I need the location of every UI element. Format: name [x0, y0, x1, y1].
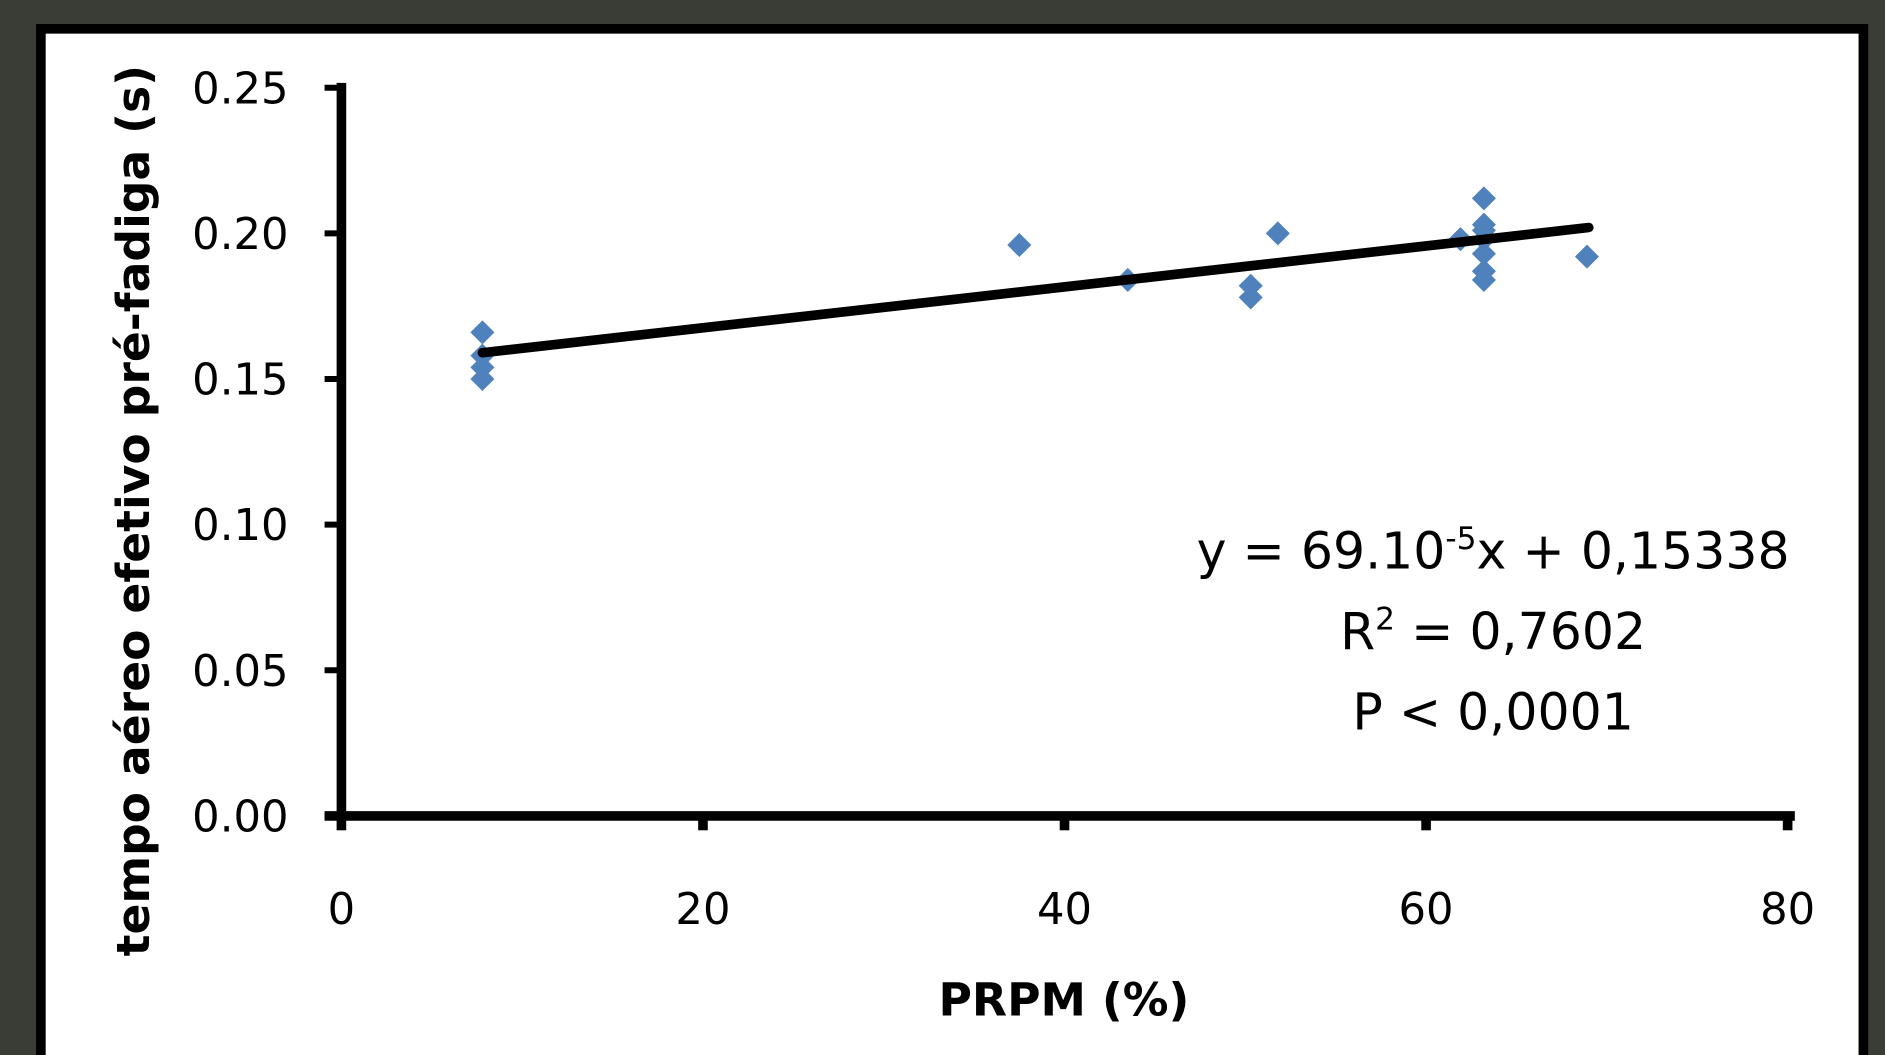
- p-value: P < 0,0001: [1352, 682, 1633, 741]
- y-tick-label: 0.15: [192, 356, 288, 406]
- point: [1471, 186, 1496, 211]
- r2-text: R: [1340, 602, 1375, 661]
- y-tick-label: 0.20: [192, 210, 288, 260]
- x-tick-label: 40: [1037, 885, 1092, 935]
- point: [1471, 241, 1496, 266]
- equation-sup: -5: [1445, 521, 1476, 557]
- x-tick-label: 80: [1760, 885, 1815, 935]
- r-squared: R2 = 0,7602: [1340, 602, 1646, 661]
- equation-text: y = 69.10: [1197, 521, 1446, 580]
- point: [470, 320, 495, 345]
- x-tick-label: 20: [675, 885, 730, 935]
- plot-background: [45, 33, 1859, 1055]
- y-tick-label: 0.25: [192, 64, 288, 114]
- r2-text: = 0,7602: [1395, 602, 1646, 661]
- point: [1265, 221, 1290, 246]
- y-tick-label: 0.05: [192, 647, 288, 697]
- x-tick-label: 0: [328, 885, 356, 935]
- r2-sup: 2: [1375, 602, 1395, 638]
- y-tick-label: 0.10: [192, 501, 288, 551]
- y-axis-title: tempo aéreo efetivo pré-fadiga (s): [107, 65, 160, 956]
- y-tick-label: 0.00: [192, 793, 288, 843]
- trend-line: [477, 222, 1594, 358]
- x-tick-label: 60: [1399, 885, 1454, 935]
- equation: y = 69.10-5x + 0,15338: [1197, 521, 1790, 580]
- x-axis-title: PRPM (%): [938, 973, 1189, 1026]
- equation-text: x + 0,15338: [1477, 521, 1790, 580]
